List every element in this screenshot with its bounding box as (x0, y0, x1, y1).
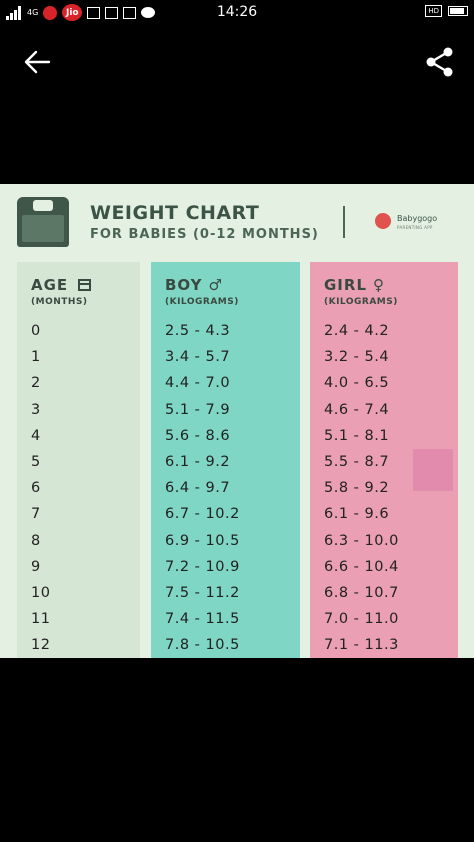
notification-icon (87, 6, 101, 19)
chart-title: WEIGHT CHART (90, 202, 260, 224)
gmail-icon (105, 6, 119, 19)
battery-icon (448, 6, 468, 16)
table-cell-boy: 3.4 - 5.7 (165, 349, 231, 366)
table-cell-age: 12 (31, 637, 51, 654)
table-cell-boy: 6.1 - 9.2 (165, 453, 231, 470)
babygogo-logo-icon (375, 213, 391, 229)
table-cell-boy: 6.7 - 10.2 (165, 506, 240, 523)
age-unit: (MONTHS) (31, 297, 88, 307)
status-icons-right: HD (425, 5, 468, 17)
table-cell-boy: 6.4 - 9.7 (165, 480, 231, 497)
status-bar: 4G Jio 14:26 HD (0, 0, 474, 24)
table-cell-age: 1 (31, 349, 41, 366)
table-cell-age: 7 (31, 506, 41, 523)
boy-unit: (KILOGRAMS) (165, 297, 239, 307)
airtel-icon (43, 5, 58, 20)
table-cell-boy: 2.5 - 4.3 (165, 323, 231, 339)
table-cell-girl: 6.6 - 10.4 (324, 558, 399, 575)
brand-name: Babygogo (397, 214, 438, 223)
clock: 14:26 (216, 4, 258, 20)
age-values: 0 1 2 3 4 5 6 7 8 9 10 11 12 (31, 318, 50, 658)
table-cell-girl: 5.8 - 9.2 (324, 480, 390, 497)
table-cell-boy: 7.5 - 11.2 (165, 584, 240, 601)
table-cell-girl: 3.2 - 5.4 (324, 349, 390, 366)
table-cell-boy: 5.6 - 8.6 (165, 427, 231, 444)
share-icon (426, 47, 453, 77)
table-cell-boy: 4.4 - 7.0 (165, 375, 231, 392)
chart-subtitle: FOR BABIES (0-12 MONTHS) (90, 227, 319, 242)
table-cell-girl: 5.1 - 8.1 (324, 427, 390, 444)
table-cell-girl: 7.0 - 11.0 (324, 611, 399, 628)
girl-header: GIRL (324, 276, 368, 294)
table-cell-age: 10 (31, 584, 51, 601)
back-button[interactable] (19, 44, 55, 80)
jio-icon: Jio (62, 4, 83, 21)
table-cell-age: 4 (31, 427, 41, 444)
table-cell-girl: 4.0 - 6.5 (324, 375, 390, 392)
age-header: AGE (31, 276, 69, 294)
boy-header: BOY (165, 276, 203, 294)
girl-values: 2.4 - 4.2 3.2 - 5.4 4.0 - 6.5 4.6 - 7.4 … (324, 318, 399, 658)
pink-highlight-block (413, 449, 453, 491)
weight-chart-image[interactable]: WEIGHT CHART FOR BABIES (0-12 MONTHS) Ba… (0, 184, 474, 658)
status-icons-left: 4G Jio (6, 4, 156, 21)
age-column: AGE (MONTHS) 0 1 2 3 4 5 6 7 8 9 10 11 1… (17, 262, 140, 658)
table-cell-age: 6 (31, 480, 41, 497)
table-cell-girl: 6.1 - 9.6 (324, 506, 390, 523)
calendar-icon (78, 279, 92, 291)
male-symbol-icon: ♂ (208, 276, 223, 294)
table-cell-age: 9 (31, 558, 41, 575)
download-icon (123, 6, 137, 19)
weighing-scale-icon (17, 197, 69, 247)
table-cell-girl: 2.4 - 4.2 (324, 323, 390, 339)
viewer-toolbar (0, 24, 474, 100)
girl-unit: (KILOGRAMS) (324, 297, 398, 307)
table-cell-age: 8 (31, 532, 41, 549)
hd-icon: HD (425, 5, 442, 17)
table-cell-boy: 7.8 - 10.5 (165, 637, 240, 654)
table-cell-boy: 7.2 - 10.9 (165, 558, 240, 575)
table-cell-age: 3 (31, 401, 41, 418)
share-button[interactable] (422, 44, 458, 80)
network-type-label: 4G (27, 8, 39, 17)
table-cell-age: 0 (31, 323, 41, 339)
arrow-left-icon (24, 50, 51, 74)
table-cell-age: 2 (31, 375, 41, 392)
brand-tagline: PARENTING APP (397, 225, 433, 230)
table-cell-girl: 4.6 - 7.4 (324, 401, 390, 418)
table-cell-girl: 5.5 - 8.7 (324, 453, 390, 470)
table-cell-age: 11 (31, 611, 51, 628)
table-cell-age: 5 (31, 453, 41, 470)
table-cell-girl: 7.1 - 11.3 (324, 637, 399, 654)
table-cell-girl: 6.3 - 10.0 (324, 532, 399, 549)
female-symbol-icon: ♀ (373, 276, 386, 294)
boy-column: BOY ♂ (KILOGRAMS) 2.5 - 4.3 3.4 - 5.7 4.4… (151, 262, 300, 658)
girl-column: GIRL ♀ (KILOGRAMS) 2.4 - 4.2 3.2 - 5.4 4.… (310, 262, 458, 658)
boy-values: 2.5 - 4.3 3.4 - 5.7 4.4 - 7.0 5.1 - 7.9 … (165, 318, 240, 658)
table-cell-boy: 5.1 - 7.9 (165, 401, 231, 418)
table-cell-boy: 6.9 - 10.5 (165, 532, 240, 549)
divider (343, 206, 345, 238)
chat-icon (141, 7, 156, 18)
signal-strength-icon (6, 5, 21, 20)
table-cell-boy: 7.4 - 11.5 (165, 611, 240, 628)
table-cell-girl: 6.8 - 10.7 (324, 584, 399, 601)
